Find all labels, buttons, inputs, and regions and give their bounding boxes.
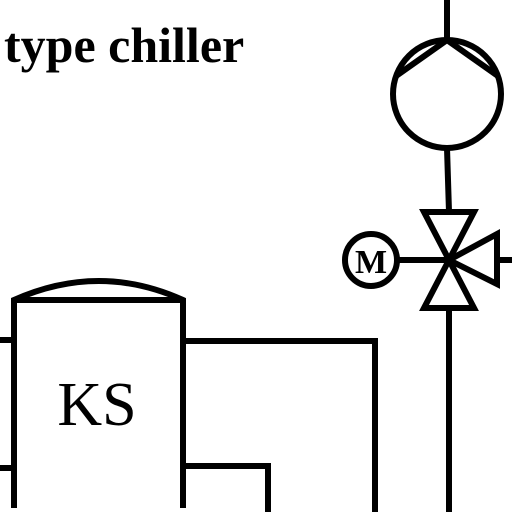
tank-label: KS <box>57 371 136 439</box>
motor-label: M <box>355 244 387 281</box>
storage-tank-icon <box>11 278 186 508</box>
pump-icon <box>390 36 504 151</box>
motor-actuator-icon <box>342 231 449 289</box>
vertical-pipe-main <box>444 0 452 512</box>
tank-left-connections <box>0 337 14 471</box>
diagram-title: type chiller <box>4 17 244 73</box>
three-way-valve-icon <box>419 209 512 311</box>
tank-outlet-pipes <box>183 338 378 512</box>
